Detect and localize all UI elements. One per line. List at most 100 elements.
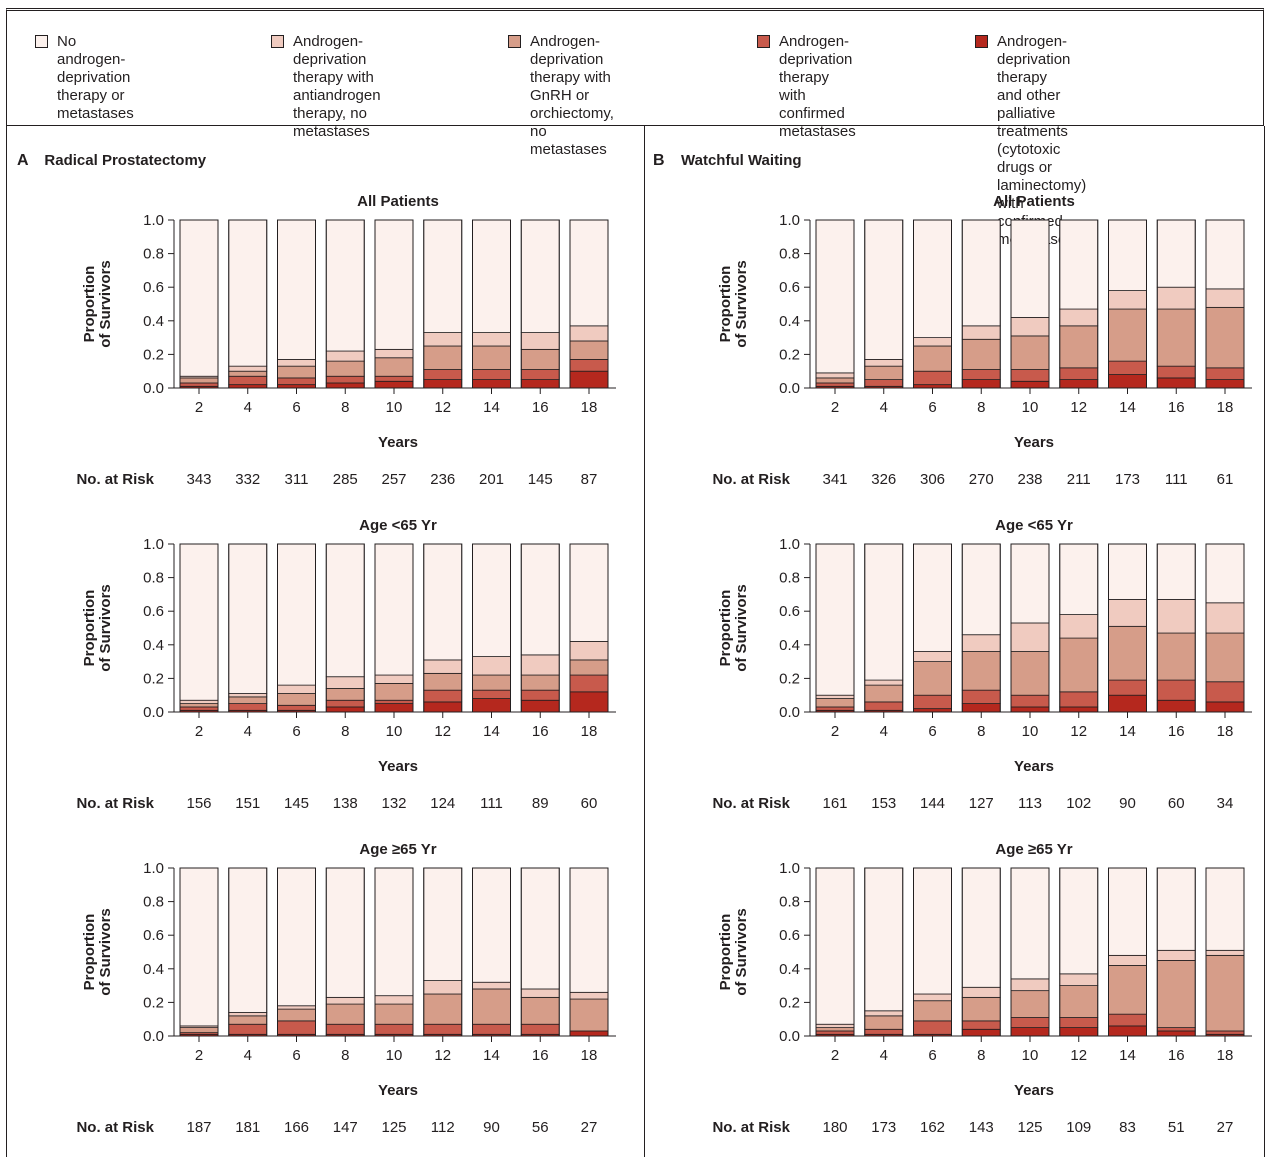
bar-segment <box>228 693 268 698</box>
bar-segment <box>520 988 560 998</box>
x-tick-label: 10 <box>1022 723 1039 740</box>
bar-segment <box>815 694 855 699</box>
bar-segment <box>1156 699 1196 713</box>
bar-segment <box>1010 1017 1050 1029</box>
bar-segment <box>423 369 463 380</box>
bar-segment <box>472 698 511 713</box>
y-tick-label: 0.6 <box>143 279 164 296</box>
bar-segment <box>228 365 268 372</box>
bar-segment <box>277 1008 316 1022</box>
at-risk-value: 285 <box>333 471 358 488</box>
bar-segment <box>1108 374 1147 389</box>
y-axis-label: Proportionof Survivors <box>717 260 750 348</box>
bar-segment <box>228 703 268 711</box>
x-tick-label: 16 <box>532 1047 549 1064</box>
bar-segment <box>520 379 560 389</box>
y-axis-label-line2: of Survivors <box>733 260 750 348</box>
at-risk-value: 180 <box>822 1119 847 1136</box>
y-axis-label-line2: of Survivors <box>97 260 114 348</box>
bar-segment <box>472 369 511 380</box>
bar-segment <box>913 1020 952 1035</box>
y-tick-label: 1.0 <box>779 212 800 229</box>
bar-segment <box>277 365 316 379</box>
at-risk-label: No. at Risk <box>76 1119 154 1136</box>
bar-segment <box>864 379 904 387</box>
y-tick-label: 0.0 <box>143 704 164 721</box>
x-tick-label: 4 <box>880 399 888 416</box>
y-tick-label: 0.4 <box>143 313 164 330</box>
chart-title: Age <65 Yr <box>359 517 437 534</box>
x-tick-label: 14 <box>483 399 500 416</box>
at-risk-value: 34 <box>1217 795 1234 812</box>
bar-segment <box>569 659 609 676</box>
bar-segment <box>325 382 365 389</box>
y-tick-label: 0.2 <box>143 670 164 687</box>
bar-segment <box>277 684 316 694</box>
at-risk-value: 162 <box>920 1119 945 1136</box>
x-axis-label: Years <box>378 1082 418 1099</box>
at-risk-value: 238 <box>1017 471 1042 488</box>
at-risk-value: 257 <box>381 471 406 488</box>
at-risk-value: 83 <box>1119 1119 1136 1136</box>
at-risk-value: 87 <box>581 471 598 488</box>
bar-segment <box>423 219 463 333</box>
bar-segment <box>1156 949 1196 961</box>
bar-segment <box>423 867 463 981</box>
bar-segment <box>913 384 952 389</box>
at-risk-value: 145 <box>284 795 309 812</box>
bar-segment <box>520 332 560 350</box>
y-tick-label: 0.6 <box>779 927 800 944</box>
bar-segment <box>228 219 268 367</box>
bar-segment <box>913 694 952 710</box>
bar-segment <box>374 674 414 684</box>
at-risk-value: 113 <box>1018 795 1042 812</box>
x-tick-label: 2 <box>831 399 839 416</box>
x-tick-label: 12 <box>1070 723 1087 740</box>
bar-segment <box>179 382 219 387</box>
x-tick-label: 18 <box>581 399 598 416</box>
y-axis-label: Proportionof Survivors <box>81 908 114 996</box>
y-axis-label-line2: of Survivors <box>733 908 750 996</box>
x-tick-label: 4 <box>880 1047 888 1064</box>
bar-segment <box>423 659 463 674</box>
bar-segment <box>1205 306 1245 369</box>
y-axis-label-line1: Proportion <box>717 590 734 667</box>
bar-segment <box>1205 632 1245 683</box>
bar-segment <box>1205 288 1245 308</box>
y-tick-label: 0.8 <box>779 246 800 263</box>
bar-segment <box>1059 308 1099 327</box>
bar-segment <box>815 1027 855 1032</box>
bar-segment <box>961 219 1001 327</box>
bar-segment <box>961 325 1001 340</box>
bar-segment <box>1010 380 1050 389</box>
bar-segment <box>179 219 219 377</box>
bar-segment <box>1108 679 1147 696</box>
bar-segment <box>864 543 904 681</box>
bar-segment <box>1059 1027 1099 1037</box>
bar-segment <box>374 867 414 997</box>
bar-segment <box>864 359 904 367</box>
at-risk-value: 112 <box>431 1119 455 1136</box>
x-tick-label: 18 <box>1217 1047 1234 1064</box>
bar-segment <box>815 219 855 374</box>
bar-segment <box>228 384 268 389</box>
x-tick-label: 2 <box>831 1047 839 1064</box>
x-tick-label: 14 <box>1119 723 1136 740</box>
at-risk-value: 153 <box>871 795 896 812</box>
bar-segment <box>423 543 463 661</box>
bar-segment <box>1010 990 1050 1018</box>
bar-segment <box>179 867 219 1027</box>
x-axis-label: Years <box>1014 758 1054 775</box>
bar-segment <box>1059 973 1099 987</box>
y-tick-label: 0.8 <box>779 570 800 587</box>
x-tick-label: 10 <box>386 1047 403 1064</box>
x-tick-label: 6 <box>292 399 300 416</box>
y-tick-label: 0.2 <box>143 346 164 363</box>
bar-segment <box>228 543 268 694</box>
x-tick-label: 4 <box>880 723 888 740</box>
bar-segment <box>1156 377 1196 389</box>
bar-segment <box>325 360 365 377</box>
bar-segment <box>520 654 560 676</box>
bar-segment <box>961 634 1001 652</box>
panel-b-title: Watchful Waiting <box>681 152 802 169</box>
